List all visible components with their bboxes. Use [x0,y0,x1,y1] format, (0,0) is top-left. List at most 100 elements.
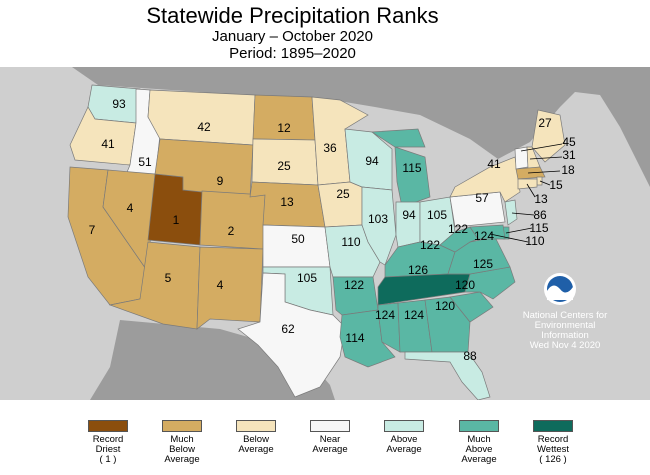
rank-label-co: 2 [228,224,235,238]
legend-label: Above Average [386,434,422,455]
leader-line-ri [539,180,551,186]
rank-label-sd: 25 [277,159,291,173]
rank-label-nm: 4 [217,278,224,292]
rank-label-ar: 122 [344,278,364,292]
rank-label-oh: 105 [427,208,447,222]
leader-line-ct [526,183,536,198]
rank-label-ia: 25 [336,187,350,201]
state-me [531,109,566,163]
rank-label-ma: 18 [561,163,575,177]
legend-label: Near Average [312,434,348,455]
state-fl [404,351,491,400]
leader-line-nh [529,156,563,160]
rank-label-va: 124 [474,229,494,243]
rank-label-wv: 122 [448,222,468,236]
leader-line-vt [520,143,563,152]
state-ga [424,296,471,353]
legend-swatch [310,420,350,432]
legend-swatch [384,420,424,432]
legend-item: Below Average [221,420,291,455]
rank-label-nj: 86 [533,208,547,222]
rank-label-in: 94 [402,208,416,222]
state-co [199,190,266,250]
rank-label-wa: 93 [112,97,126,111]
rank-label-la: 114 [345,331,364,345]
rank-label-mo: 110 [341,235,360,249]
rank-label-nc: 125 [473,257,493,271]
legend-label: Below Average [238,434,274,455]
rank-label-mn: 36 [323,141,337,155]
rank-label-nd: 12 [277,121,291,135]
rank-label-md: 110 [525,234,544,248]
rank-label-de: 115 [529,221,548,235]
rank-label-al: 124 [404,308,424,322]
rank-label-tn: 126 [408,263,428,277]
rank-label-mt: 42 [197,120,211,134]
rank-label-fl: 88 [463,349,477,363]
legend-swatch [236,420,276,432]
state-nj [504,199,518,226]
state-ri [536,176,543,186]
legend-item: Above Average [369,420,439,455]
legend: Record Driest ( 1 ) Much Below Average Bel… [0,420,650,475]
rank-label-ne: 13 [280,195,294,209]
state-sc [449,291,494,323]
rank-label-ny: 41 [487,157,501,171]
state-shapes [67,84,566,400]
legend-swatch [88,420,128,432]
legend-swatch [162,420,202,432]
rank-label-ri: 15 [549,178,563,192]
rank-label-id: 51 [138,155,152,169]
state-nm [196,246,264,330]
credit-text: National Centers forEnvironmentalInforma… [523,310,607,351]
noaa-logo [544,273,576,305]
rank-label-ca: 7 [89,223,96,237]
map-title: Statewide Precipitation Ranks [146,3,439,28]
state-tx [237,272,346,398]
legend-item: Record Driest ( 1 ) [73,420,143,465]
credit-line: Environmental [535,320,596,331]
legend-label: Much Below Average [164,434,200,465]
state-il [361,186,397,266]
rank-label-ut: 1 [173,213,180,227]
title-block: Statewide Precipitation Ranks January – … [0,3,585,63]
legend-item: Much Above Average [444,420,514,465]
legend-label: Much Above Average [461,434,497,465]
legend-item: Record Wettest ( 126 ) [518,420,588,465]
legend-item: Much Below Average [147,420,217,465]
rank-label-az: 5 [165,271,172,285]
state-ct [517,178,538,190]
rank-label-ks: 50 [291,232,305,246]
rank-label-ct: 13 [534,192,548,206]
rank-label-ms: 124 [375,308,395,322]
map-subtitle: January – October 2020 [212,28,373,45]
leader-line-ma [527,170,561,174]
legend-swatch [459,420,499,432]
rank-label-ok: 105 [297,271,317,285]
rank-label-tx: 62 [281,322,295,336]
noaa-logo-wave [547,285,573,300]
legend-label: Record Driest ( 1 ) [92,434,124,465]
legend-swatch [533,420,573,432]
credit-line: Information [541,330,589,341]
leader-lines [489,143,563,243]
rank-label-ky: 122 [420,238,440,252]
state-mt [147,89,256,146]
credit-line: National Centers for [523,310,607,321]
rank-label-vt: 45 [562,135,576,149]
rank-label-il: 103 [368,212,388,226]
state-ny [449,156,521,203]
legend-label: Record Wettest ( 126 ) [536,434,570,465]
legend-item: Near Average [295,420,365,455]
rank-label-or: 41 [101,137,115,151]
canada-land [0,67,650,187]
rank-labels: 9341514274159241225135010562362511012211… [89,97,576,363]
rank-label-sc: 120 [455,278,475,292]
leader-line-de [505,227,533,234]
rank-label-wy: 9 [217,174,224,188]
rank-label-ga: 120 [435,299,455,313]
rank-label-nv: 4 [127,201,134,215]
us-precipitation-map: 9341514274159241225135010562362511012211… [0,67,650,400]
credit-line: Wed Nov 4 2020 [530,340,601,351]
map-period: Period: 1895–2020 [229,45,356,62]
